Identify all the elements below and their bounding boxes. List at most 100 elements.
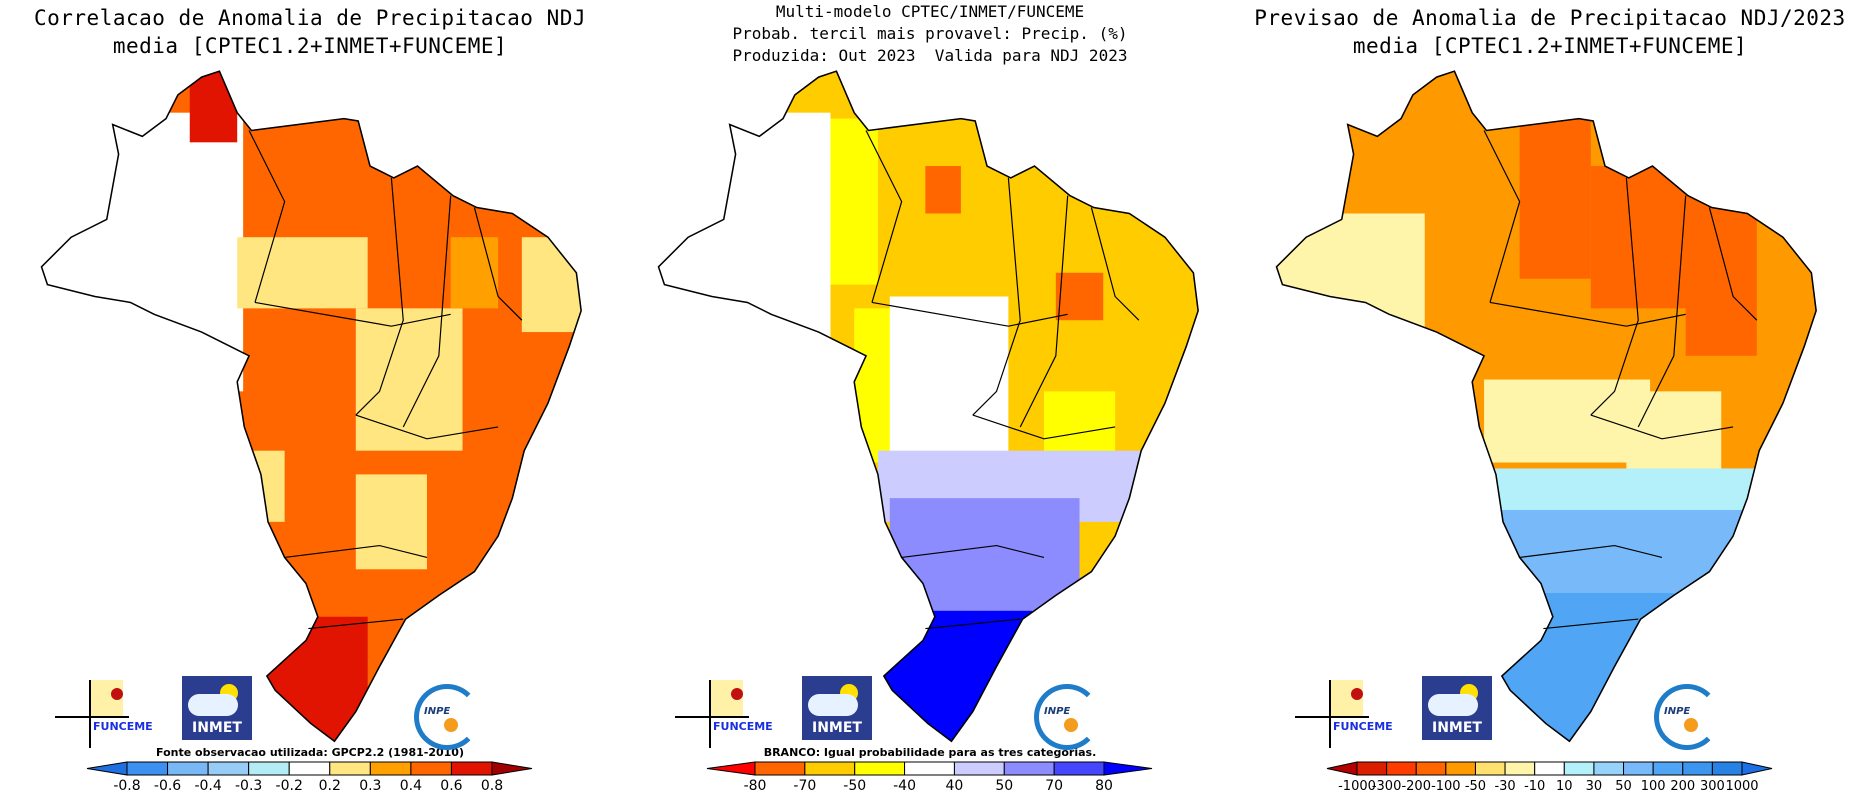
- colorbar-tick-label: -0.2: [276, 778, 303, 794]
- colorbar-tick-label: 30: [1586, 779, 1603, 794]
- colorbar-tick-label: 80: [1095, 778, 1113, 794]
- map-fill-region: [1590, 166, 1698, 309]
- colorbar-box: [1356, 761, 1388, 776]
- colorbar-arrow-left: [706, 761, 756, 776]
- map-fill-region: [237, 237, 368, 309]
- state-border: [284, 544, 428, 559]
- inpe-logo-text: INPE: [424, 706, 451, 717]
- inmet-logo-text: INMET: [192, 720, 242, 736]
- colorbar-tick-label: 300: [1700, 779, 1725, 794]
- map-fill-region: [260, 616, 368, 742]
- map-fill-region: [189, 71, 238, 143]
- colorbar-box: [1386, 761, 1417, 776]
- colorbar-tick-label: -100: [1431, 779, 1461, 794]
- funceme-logo: FUNCEME: [1295, 680, 1395, 748]
- colorbar-tick-label: -80: [744, 778, 767, 794]
- map-panel-2: Multi-modelo CPTEC/INMET/FUNCEME Probab. …: [620, 0, 1240, 802]
- map-fill-region: [450, 237, 499, 309]
- colorbar-arrow-right: [1103, 761, 1153, 776]
- state-border: [925, 618, 1021, 630]
- brazil-map: -1000-300 -200 -100 -50 -30 -10 10 30 50 100 200 30…: [1275, 70, 1817, 794]
- colorbar-box: [1593, 761, 1625, 776]
- colorbar-tick-label: 200: [1670, 779, 1695, 794]
- colorbar-box: [248, 761, 290, 776]
- inmet-logo-text: INMET: [812, 720, 862, 736]
- colorbar-box: [167, 761, 209, 776]
- map-fill-region: [1519, 112, 1591, 279]
- colorbar-tick-label: -10: [1524, 779, 1545, 794]
- country-outline: [657, 70, 1199, 743]
- colorbar-tick-label: 100: [1641, 779, 1666, 794]
- colorbar-note: BRANCO: Igual probabilidade para as tres…: [763, 746, 1097, 759]
- state-border: [1090, 207, 1140, 321]
- map-title-line: media [CPTEC1.2+INMET+FUNCEME]: [1352, 34, 1748, 58]
- state-border: [1543, 618, 1639, 630]
- state-border: [1590, 177, 1639, 416]
- colorbar-tick-label: 40: [946, 778, 964, 794]
- colorbar-box: [1003, 761, 1055, 776]
- colorbar-note: Fonte observacao utilizada: GPCP2.2 (198…: [156, 746, 464, 759]
- map-fill-region: [658, 112, 831, 392]
- colorbar-tick-label: -50: [843, 778, 866, 794]
- state-border: [1708, 207, 1758, 321]
- colorbar-tick-label: 0.3: [359, 778, 381, 794]
- brazil-map: -80 -70 -50 -40 40 50 70 80: [657, 70, 1199, 794]
- inpe-logo-text: INPE: [1664, 706, 1691, 717]
- colorbar-box: [953, 761, 1005, 776]
- map-fill-region: [1484, 593, 1674, 742]
- inmet-logo-text: INMET: [1432, 720, 1482, 736]
- state-border: [1590, 414, 1734, 440]
- country-outline: [40, 70, 582, 743]
- inpe-logo: INPE: [1652, 680, 1730, 750]
- state-border: [1489, 301, 1686, 327]
- map-fill-region: [925, 166, 961, 214]
- colorbar-tick-label: 0.6: [440, 778, 462, 794]
- state-border: [355, 414, 499, 440]
- map-panel-1: Correlacao de Anomalia de Precipitacao N…: [0, 0, 620, 802]
- colorbar-arrow-left: [1326, 761, 1358, 776]
- colorbar-arrow-left: [86, 761, 128, 776]
- map-fill-region: [830, 118, 878, 285]
- colorbar-tick-label: 0.4: [400, 778, 422, 794]
- state-border: [248, 130, 286, 303]
- colorbar-box: [1445, 761, 1476, 776]
- state-border: [865, 130, 903, 303]
- colorbar-box: [804, 761, 856, 776]
- map-fill-region: [1626, 391, 1722, 475]
- brazil-map: -0.8 -0.6 -0.4 -0.3 -0.2 0.2 0.3 0.4 0.6 0.8: [40, 70, 582, 794]
- colorbar-tick-label: -0.3: [235, 778, 262, 794]
- colorbar-box: [1415, 761, 1447, 776]
- colorbar-box: [126, 761, 169, 776]
- state-border: [1019, 195, 1069, 428]
- map-fill-region: [41, 112, 244, 392]
- map-title-line: Correlacao de Anomalia de Precipitacao N…: [33, 6, 586, 30]
- map-title-line: Probab. tercil mais provavel: Precip. (%…: [732, 24, 1128, 43]
- colorbar-box: [1534, 761, 1565, 776]
- state-border: [1483, 130, 1521, 303]
- colorbar-tick-label: 50: [1615, 779, 1632, 794]
- colorbar-box: [1563, 761, 1595, 776]
- map-fill-region: [355, 308, 463, 451]
- colorbar-box: [854, 761, 906, 776]
- state-border: [308, 618, 404, 630]
- colorbar-box: [904, 761, 955, 776]
- colorbar-box: [1652, 761, 1684, 776]
- map-panel-3: Previsao de Anomalia de Precipitacao NDJ…: [1240, 0, 1860, 802]
- colorbar-box: [369, 761, 412, 776]
- colorbar-tick-label: -30: [1494, 779, 1515, 794]
- state-border: [871, 301, 1068, 327]
- colorbar-box: [1474, 761, 1506, 776]
- colorbar-tick-label: -0.8: [113, 778, 140, 794]
- inpe-logo: INPE: [412, 680, 490, 750]
- state-border: [402, 195, 452, 428]
- colorbar-box: [1623, 761, 1654, 776]
- colorbar-tick-label: -0.4: [194, 778, 221, 794]
- colorbar-arrow-right: [1741, 761, 1773, 776]
- colorbar-box: [1711, 761, 1743, 776]
- colorbar-box: [450, 761, 493, 776]
- inmet-logo: INMET: [1422, 676, 1492, 740]
- colorbar-box: [410, 761, 452, 776]
- map-fill-region: [1472, 468, 1805, 516]
- map-fill-region: [521, 237, 582, 333]
- map-fill-region: [1276, 213, 1425, 356]
